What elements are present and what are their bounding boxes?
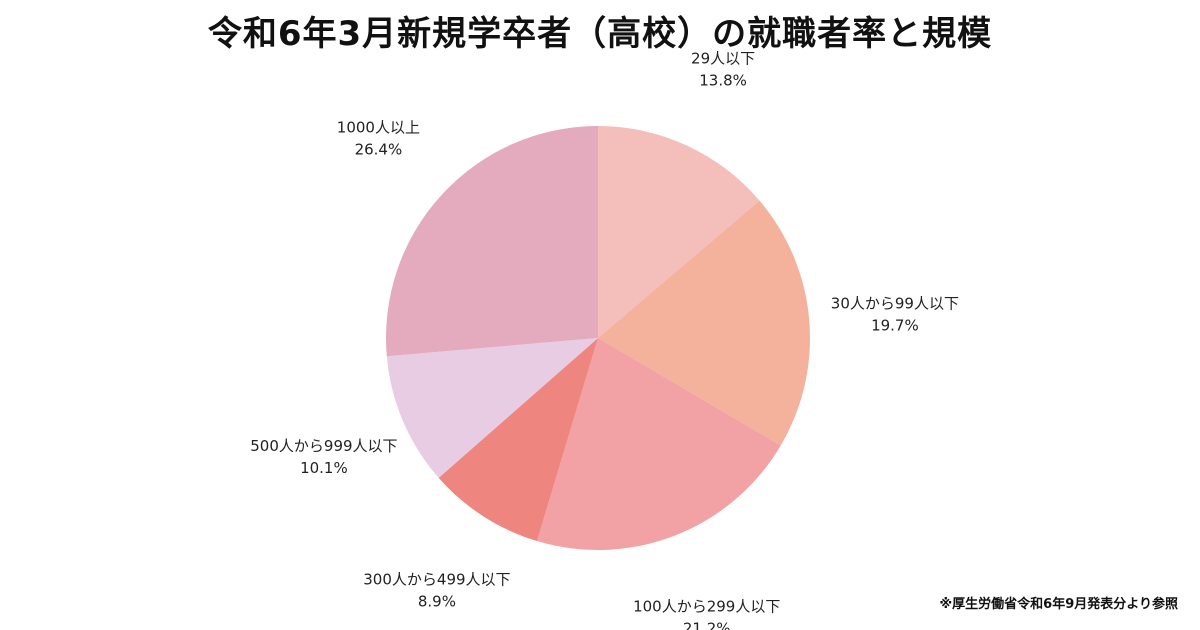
slice-category-label: 100人から299人以下 (633, 598, 780, 616)
slice-value-label: 21.2% (683, 620, 731, 630)
pie-slices (386, 126, 810, 550)
pie-slice-1 (598, 126, 760, 338)
source-note: ※厚生労働省令和6年9月発表分より参照 (939, 597, 1178, 612)
pie-slice-3 (537, 338, 781, 550)
slice-value-label: 10.1% (300, 459, 348, 477)
pie-slice-6 (386, 126, 598, 357)
slice-category-label: 300人から499人以下 (363, 571, 510, 589)
pie-slice-label-4: 300人から499人以下 8.9% (363, 571, 510, 611)
slice-value-label: 26.4% (355, 141, 403, 159)
chart-title: 令和6年3月新規学卒者（高校）の就職者率と規模 (207, 14, 993, 54)
slice-category-label: 500人から999人以下 (250, 437, 397, 455)
pie-slice-5 (386, 338, 598, 478)
pie-slice-2 (598, 200, 810, 446)
pie-slice-label-1: 29人以下 13.8% (691, 50, 755, 90)
slice-category-label: 1000人以上 (337, 119, 420, 137)
pie-labels: 29人以下 13.8% 30人から99人以下 19.7% 100人から299人以下 21.… (250, 50, 959, 630)
slice-value-label: 19.7% (871, 316, 919, 334)
slice-value-label: 13.8% (699, 72, 747, 90)
pie-slice-label-6: 1000人以上 26.4% (337, 119, 420, 159)
slice-value-label: 8.9% (418, 593, 456, 611)
pie-slice-label-2: 30人から99人以下 19.7% (831, 294, 959, 334)
slice-category-label: 29人以下 (691, 50, 755, 68)
pie-slice-label-3: 100人から299人以下 21.2% (633, 598, 780, 630)
pie-slice-label-5: 500人から999人以下 10.1% (250, 437, 397, 477)
pie-slice-4 (438, 338, 598, 542)
slice-category-label: 30人から99人以下 (831, 294, 959, 312)
